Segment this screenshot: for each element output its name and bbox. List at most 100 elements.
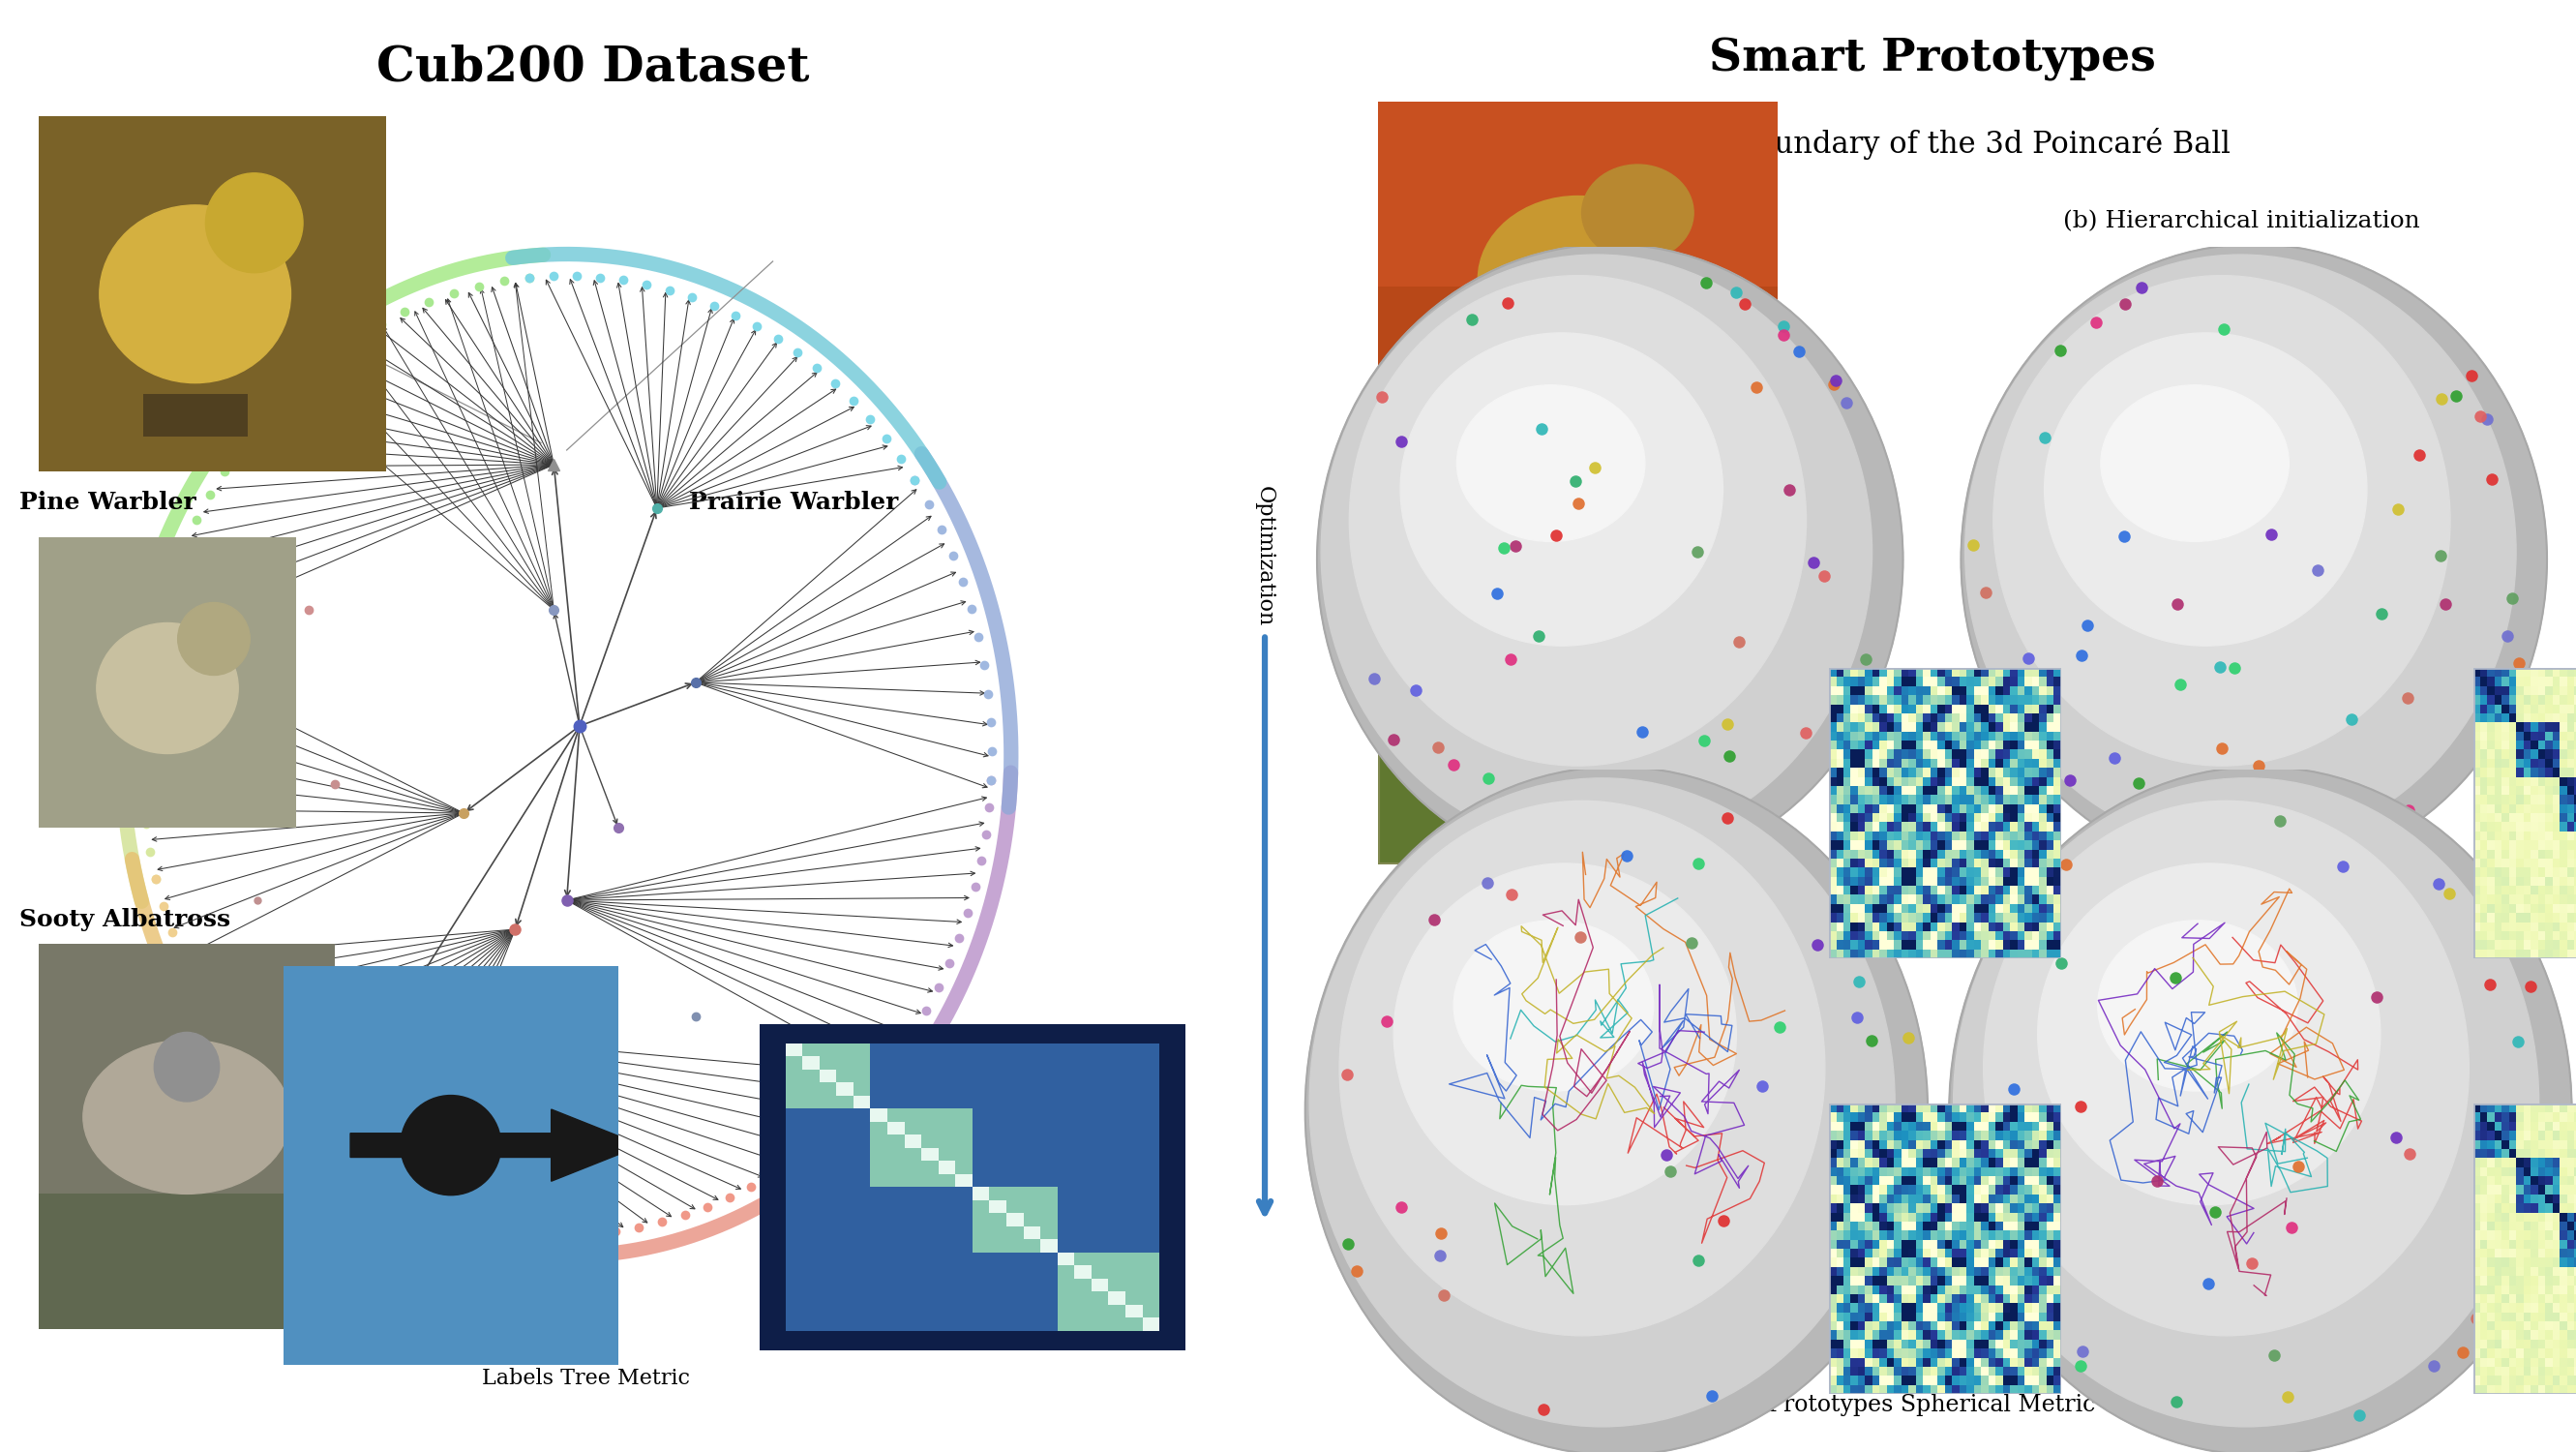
Bar [2530, 768, 2537, 777]
Bar [989, 1121, 1007, 1135]
Bar [2553, 903, 2561, 913]
Bar [2530, 1304, 2537, 1313]
Bar [2568, 1149, 2573, 1159]
Bar [1865, 950, 1873, 958]
Bar [1829, 1131, 1837, 1140]
Bar [2053, 822, 2061, 831]
Bar [2517, 1385, 2524, 1394]
Bar [989, 1212, 1007, 1225]
Bar [2009, 1285, 2017, 1294]
Bar [2481, 922, 2488, 931]
Bar [922, 1225, 938, 1239]
Bar [1989, 1249, 1996, 1257]
Bar [2537, 1339, 2545, 1349]
Bar [2568, 841, 2573, 849]
Bar [2553, 913, 2561, 922]
Bar [1880, 1366, 1886, 1376]
Bar [2017, 886, 2025, 894]
Bar [886, 1109, 904, 1121]
Bar [1909, 1194, 1917, 1204]
Bar [1059, 1173, 1074, 1188]
Bar [1909, 903, 1917, 913]
Bar [2004, 777, 2009, 786]
Bar [1909, 1294, 1917, 1304]
Bar [1850, 1176, 1857, 1185]
Bar [1873, 849, 1880, 858]
Bar [804, 1109, 819, 1121]
Bar [1893, 1231, 1901, 1240]
Bar [2568, 1240, 2573, 1249]
Bar [1924, 668, 1929, 677]
Bar [1965, 822, 1973, 831]
Bar [2025, 1339, 2032, 1349]
Bar [2530, 713, 2537, 723]
Bar [1893, 903, 1901, 913]
Bar [1917, 903, 1924, 913]
Bar [2025, 1121, 2032, 1131]
Bar [1023, 1212, 1041, 1225]
Bar [2568, 1349, 2573, 1358]
Bar [1945, 1121, 1953, 1131]
Bar [2517, 804, 2524, 813]
Bar [1850, 1276, 1857, 1285]
Bar [1829, 1121, 1837, 1131]
Bar [2009, 1321, 2017, 1330]
Bar [2488, 1204, 2494, 1212]
Bar [956, 1199, 974, 1212]
Bar [1989, 696, 1996, 704]
Bar [1893, 687, 1901, 696]
Bar [1937, 668, 1945, 677]
Bar [1981, 1304, 1989, 1313]
Bar [2488, 758, 2494, 768]
Bar [2537, 950, 2545, 958]
Bar [1844, 1366, 1850, 1376]
Bar [1901, 1212, 1909, 1221]
Bar [2553, 768, 2561, 777]
Bar [1092, 1265, 1108, 1278]
Bar [1844, 1321, 1850, 1330]
Bar [2530, 796, 2537, 804]
Bar [1901, 1204, 1909, 1212]
Bar [2053, 1330, 2061, 1339]
Bar [2501, 1313, 2509, 1321]
Bar [2509, 903, 2517, 913]
Bar [2561, 813, 2568, 822]
Bar [1901, 786, 1909, 796]
Bar [1989, 894, 1996, 903]
Bar [1837, 1249, 1844, 1257]
Bar [2530, 1112, 2537, 1121]
Bar [2032, 786, 2040, 796]
Bar [2481, 1159, 2488, 1167]
Bar [1917, 1204, 1924, 1212]
Bar [2045, 1240, 2053, 1249]
Bar [2524, 732, 2530, 741]
Bar [1996, 950, 2004, 958]
Bar [2488, 1294, 2494, 1304]
Ellipse shape [82, 1040, 291, 1194]
Bar [1023, 1121, 1041, 1135]
Bar [786, 1095, 804, 1109]
Bar [853, 1135, 871, 1147]
Bar [2494, 931, 2501, 941]
Bar [2004, 1204, 2009, 1212]
Bar [1996, 1221, 2004, 1231]
Bar [2568, 1121, 2573, 1131]
Bar [1953, 1376, 1960, 1385]
Bar [2553, 877, 2561, 886]
Bar [2561, 1330, 2568, 1339]
Bar [2025, 741, 2032, 749]
Bar [1996, 1330, 2004, 1339]
Bar [2473, 868, 2481, 877]
Bar [2481, 868, 2488, 877]
Bar [2040, 1276, 2045, 1285]
Bar [2017, 1194, 2025, 1204]
Bar [1924, 1294, 1929, 1304]
Bar [1924, 841, 1929, 849]
Bar [1857, 849, 1865, 858]
Bar [2501, 1240, 2509, 1249]
Bar [2004, 1330, 2009, 1339]
Bar [2004, 868, 2009, 877]
Bar [1929, 1131, 1937, 1140]
Bar [2517, 894, 2524, 903]
Bar [1909, 1376, 1917, 1385]
